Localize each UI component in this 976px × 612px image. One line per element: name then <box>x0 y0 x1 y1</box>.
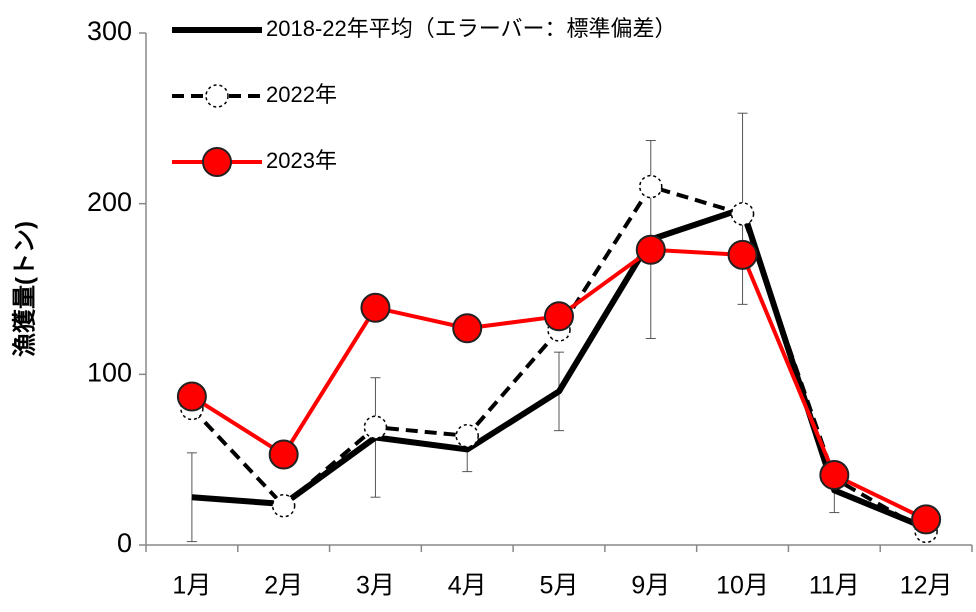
x-tick-label: 5月 <box>540 572 579 600</box>
y-tick-label: 300 <box>87 16 132 46</box>
error-bar <box>186 452 197 543</box>
marker <box>360 292 391 323</box>
x-tick-label: 1月 <box>172 572 211 600</box>
x-tick-label: 10月 <box>716 572 769 600</box>
marker <box>455 424 479 448</box>
x-tick-label: 11月 <box>809 572 860 600</box>
marker <box>730 202 755 226</box>
marker <box>268 439 299 470</box>
x-tick-label: 4月 <box>448 572 487 600</box>
y-tick-label: 100 <box>87 357 132 387</box>
legend-label: 2022年 <box>266 82 337 107</box>
x-tick-label: 12月 <box>900 572 953 600</box>
x-tick-label: 9月 <box>631 572 670 600</box>
y-tick-label: 200 <box>87 187 132 217</box>
marker <box>911 504 942 535</box>
marker <box>635 234 666 265</box>
x-tick-label: 2月 <box>264 572 303 600</box>
marker <box>639 174 663 199</box>
marker <box>452 313 483 344</box>
legend-marker <box>202 147 232 177</box>
legend-label: 2023年 <box>266 148 337 173</box>
marker <box>176 381 207 412</box>
marker <box>363 415 388 439</box>
marker <box>271 493 296 518</box>
y-axis-label: 漁獲量(トン) <box>11 221 38 357</box>
marker <box>544 301 574 332</box>
marker <box>727 239 758 270</box>
x-tick-label: 3月 <box>356 572 395 600</box>
y-tick-label: 0 <box>117 528 132 558</box>
legend-marker <box>205 84 229 108</box>
legend-label: 2018-22年平均（エラーバー：標準偏差） <box>266 16 677 41</box>
marker <box>819 460 850 491</box>
